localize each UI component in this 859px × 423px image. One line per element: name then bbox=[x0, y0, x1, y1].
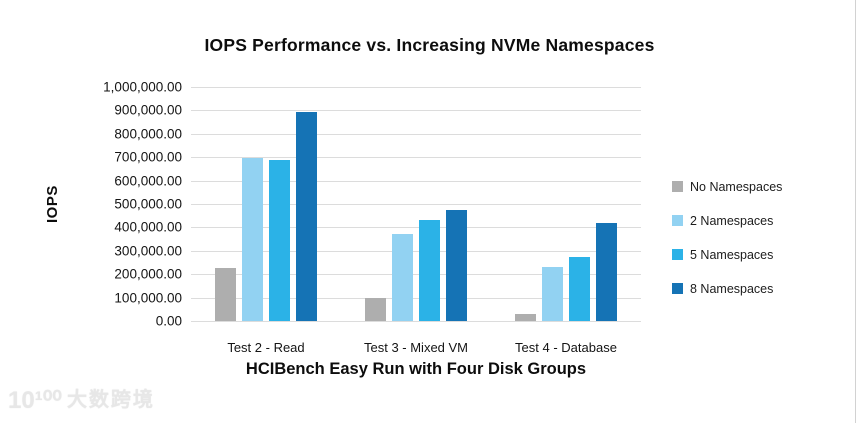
bar bbox=[392, 234, 413, 321]
legend-label: 2 Namespaces bbox=[690, 213, 774, 228]
gridline bbox=[191, 180, 641, 182]
watermark-brand-text: 大数跨境 bbox=[66, 389, 155, 411]
bar bbox=[596, 223, 617, 321]
legend: No Namespaces 2 Namespaces 5 Namespaces 8 N… bbox=[672, 180, 782, 316]
bar-group-3 bbox=[491, 87, 641, 321]
legend-swatch-icon bbox=[672, 215, 683, 226]
gridline bbox=[191, 250, 641, 252]
y-tick-label: 100,000.00 bbox=[114, 290, 182, 306]
bar bbox=[446, 209, 467, 321]
y-tick-label: 900,000.00 bbox=[114, 102, 182, 118]
legend-label: No Namespaces bbox=[690, 179, 783, 194]
bar bbox=[296, 111, 317, 321]
legend-swatch-icon bbox=[672, 249, 683, 260]
bar-groups bbox=[191, 87, 641, 321]
y-tick-label: 500,000.00 bbox=[114, 196, 182, 212]
x-axis-title: HCIBench Easy Run with Four Disk Groups bbox=[245, 360, 587, 378]
bar bbox=[515, 313, 536, 321]
legend-item: 5 Namespaces bbox=[672, 247, 782, 262]
y-tick-label: 200,000.00 bbox=[114, 266, 182, 282]
bar bbox=[365, 298, 386, 321]
y-axis-tick-labels: 1,000,000.00 900,000.00 800,000.00 700,000.… bbox=[52, 80, 182, 329]
y-tick-label: 800,000.00 bbox=[114, 126, 182, 142]
legend-item: 8 Namespaces bbox=[672, 281, 782, 296]
gridline bbox=[191, 87, 641, 88]
gridline bbox=[191, 204, 641, 205]
bar bbox=[242, 158, 263, 321]
plot-area bbox=[191, 87, 641, 322]
y-tick-label: 0.00 bbox=[155, 313, 182, 329]
bar bbox=[215, 268, 236, 321]
gridline bbox=[191, 133, 641, 135]
y-tick-label: 600,000.00 bbox=[114, 173, 182, 189]
legend-item: 2 Namespaces bbox=[672, 213, 782, 228]
right-edge-divider bbox=[855, 0, 856, 423]
bar bbox=[269, 159, 290, 321]
y-tick-label: 400,000.00 bbox=[114, 219, 182, 235]
bar bbox=[419, 220, 440, 321]
chart-title: IOPS Performance vs. Increasing NVMe Nam… bbox=[204, 35, 655, 55]
y-tick-label: 300,000.00 bbox=[114, 243, 182, 259]
gridline bbox=[191, 321, 641, 322]
x-category-label: Test 3 - Mixed VM bbox=[363, 340, 469, 355]
gridline bbox=[191, 274, 641, 276]
gridline bbox=[191, 297, 641, 299]
gridline bbox=[191, 157, 641, 159]
bar-group-2 bbox=[341, 87, 491, 321]
y-tick-label: 700,000.00 bbox=[114, 149, 182, 165]
watermark: 10¹⁰⁰ 大数跨境 bbox=[8, 387, 155, 414]
gridline bbox=[191, 227, 641, 229]
legend-label: 8 Namespaces bbox=[690, 281, 774, 296]
legend-swatch-icon bbox=[672, 283, 683, 294]
legend-label: 5 Namespaces bbox=[690, 247, 774, 262]
x-category-label: Test 2 - Read bbox=[227, 340, 305, 355]
gridline bbox=[191, 110, 641, 112]
x-category-label: Test 4 - Database bbox=[515, 340, 617, 355]
bar-group-1 bbox=[191, 87, 341, 321]
watermark-logo-icon: 10¹⁰⁰ bbox=[8, 387, 62, 414]
bar bbox=[542, 267, 563, 321]
x-axis-category-labels: Test 2 - Read Test 3 - Mixed VM Test 4 - D… bbox=[191, 340, 641, 355]
legend-item: No Namespaces bbox=[672, 179, 783, 194]
y-tick-label: 1,000,000.00 bbox=[103, 79, 182, 95]
bar bbox=[569, 257, 590, 321]
legend-swatch-icon bbox=[672, 181, 683, 192]
